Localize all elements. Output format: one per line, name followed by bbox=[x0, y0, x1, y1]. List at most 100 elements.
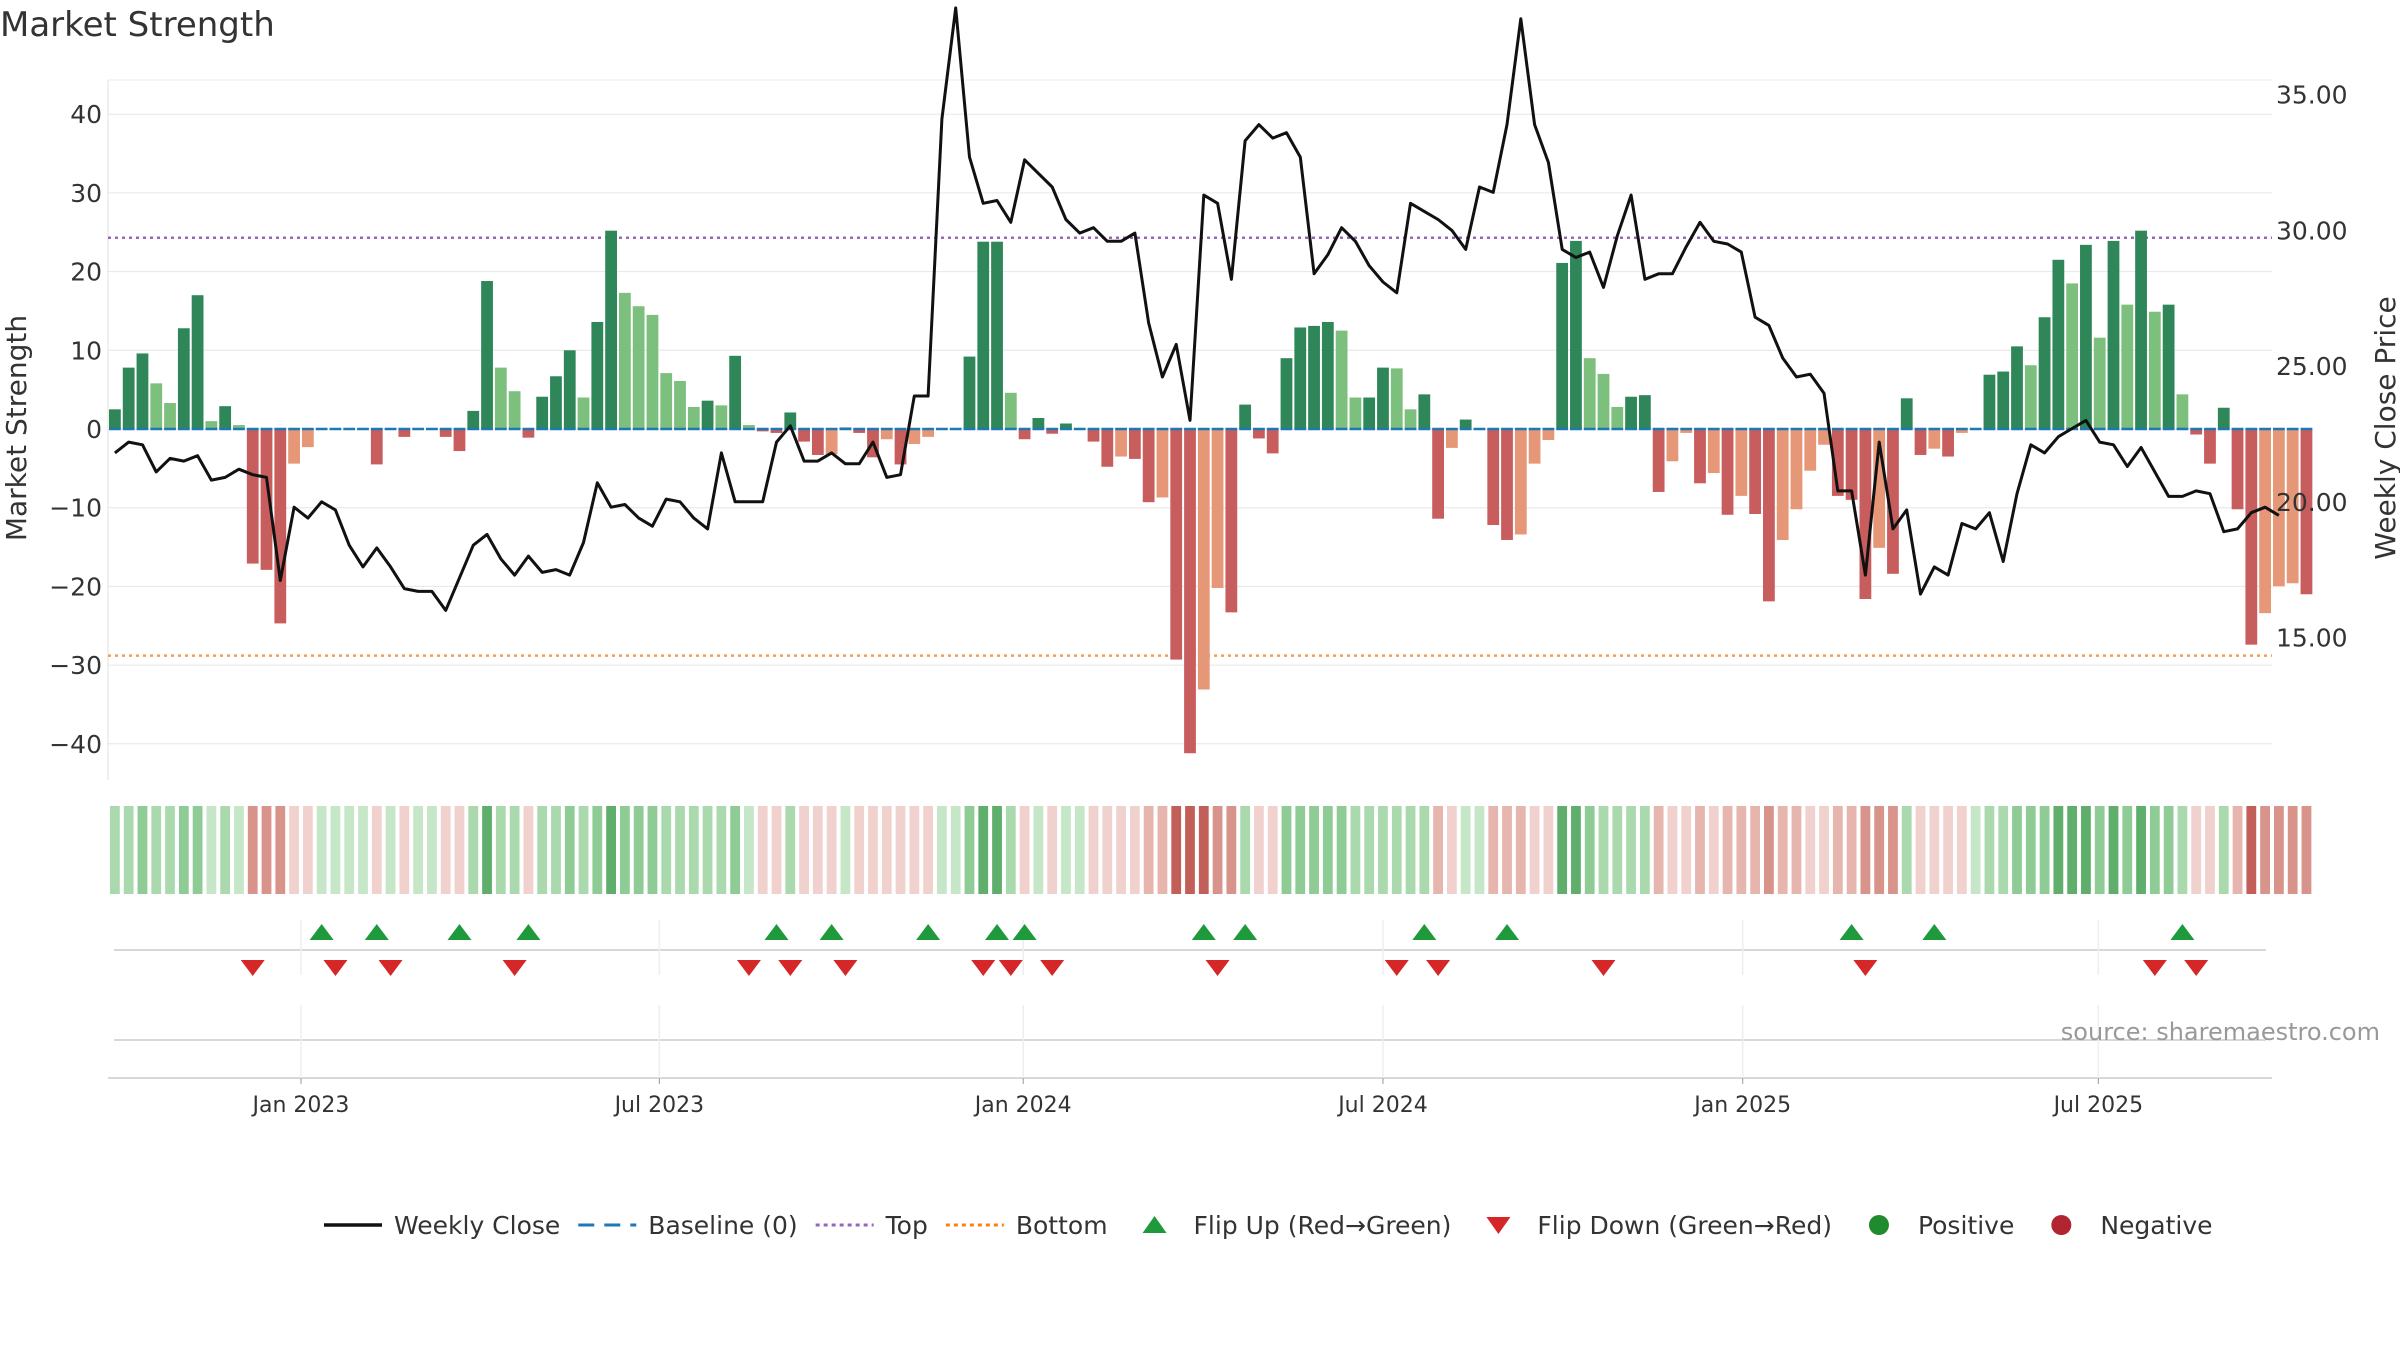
regime-cell bbox=[1832, 806, 1843, 894]
strength-bar bbox=[1184, 429, 1196, 754]
regime-cell bbox=[1598, 806, 1609, 894]
strength-bar bbox=[660, 373, 673, 429]
regime-cell bbox=[730, 806, 741, 894]
strength-bar bbox=[1445, 429, 1458, 448]
legend-item: Bottom bbox=[945, 1211, 1108, 1240]
regime-cell bbox=[2039, 806, 2050, 894]
regime-cell bbox=[1364, 806, 1375, 894]
flip-down-marker bbox=[2142, 960, 2167, 976]
x-tick-label: Jul 2023 bbox=[613, 1093, 705, 1118]
strength-bar bbox=[1321, 321, 1334, 429]
strength-bar bbox=[2121, 304, 2134, 429]
regime-cell bbox=[2177, 806, 2188, 894]
regime-cell bbox=[358, 806, 368, 894]
strength-bar bbox=[1349, 397, 1362, 429]
legend-label: Top bbox=[885, 1211, 928, 1240]
chart-title: Market Strength bbox=[0, 5, 275, 45]
regime-cell bbox=[1984, 806, 1995, 894]
strength-bar bbox=[2190, 429, 2203, 435]
strength-bar bbox=[1763, 429, 1775, 602]
strength-bar bbox=[646, 314, 659, 429]
flip-up-marker bbox=[1922, 924, 1947, 940]
flip-up-marker bbox=[916, 924, 941, 940]
regime-cell bbox=[1129, 806, 1140, 894]
strength-bar bbox=[1611, 406, 1624, 429]
flip-up-marker bbox=[1191, 924, 1216, 940]
strength-bar bbox=[398, 429, 411, 437]
regime-cell bbox=[302, 806, 313, 894]
strength-bar bbox=[715, 405, 728, 429]
left-tick-label: 40 bbox=[70, 100, 102, 129]
strength-bar bbox=[1266, 429, 1279, 454]
regime-cell bbox=[427, 806, 437, 894]
flip-up-marker bbox=[2170, 924, 2195, 940]
strength-bar bbox=[1528, 429, 1541, 464]
flip-down-marker bbox=[323, 960, 348, 976]
regime-cell bbox=[2094, 806, 2105, 894]
strength-bar bbox=[260, 429, 273, 570]
flip-down-marker bbox=[1040, 960, 1065, 976]
strength-bar bbox=[274, 429, 287, 624]
strength-bar bbox=[1211, 429, 1224, 588]
regime-cell bbox=[1433, 806, 1443, 894]
x-tick-label: Jan 2024 bbox=[973, 1093, 1072, 1118]
x-tick-label: Jan 2023 bbox=[251, 1093, 350, 1118]
flip-up-marker bbox=[819, 924, 844, 940]
legend-label: Weekly Close bbox=[394, 1211, 560, 1240]
strength-bar bbox=[233, 425, 245, 429]
strength-bar bbox=[136, 353, 149, 429]
regime-cell bbox=[247, 806, 258, 894]
strength-bar bbox=[1707, 429, 1720, 474]
left-axis-ticks: 40 30 20 10 0 −10 −20 −30 −40 bbox=[49, 100, 102, 759]
weekly-close-line bbox=[113, 6, 2280, 612]
regime-cell bbox=[1626, 806, 1636, 894]
regime-cell bbox=[1612, 806, 1623, 894]
flip-down-marker bbox=[1384, 960, 1409, 976]
regime-cell bbox=[482, 806, 492, 894]
strength-bar bbox=[1032, 417, 1045, 429]
regime-cell bbox=[1722, 806, 1733, 894]
regime-cell bbox=[2301, 806, 2312, 894]
x-tick-label: Jan 2025 bbox=[1692, 1093, 1791, 1118]
regime-cell bbox=[1819, 806, 1829, 894]
strength-bar bbox=[2052, 259, 2065, 429]
strength-bar bbox=[122, 367, 135, 429]
regime-cell bbox=[537, 806, 548, 894]
regime-cell bbox=[1226, 806, 1237, 894]
regime-cell bbox=[1571, 806, 1581, 894]
regime-cell bbox=[771, 806, 782, 894]
regime-cell bbox=[1185, 806, 1195, 894]
regime-cell bbox=[330, 806, 341, 894]
legend-label: Baseline (0) bbox=[648, 1211, 797, 1240]
regime-cell bbox=[1681, 806, 1692, 894]
strength-bar bbox=[1845, 429, 1858, 500]
regime-cell bbox=[385, 806, 396, 894]
strength-bar bbox=[1377, 367, 1389, 429]
regime-cell bbox=[1460, 806, 1471, 894]
regime-cell bbox=[2191, 806, 2202, 894]
regime-cell bbox=[1777, 806, 1788, 894]
strength-bar bbox=[1721, 429, 1734, 515]
strength-bar bbox=[743, 425, 755, 429]
strength-bar bbox=[508, 391, 521, 429]
regime-cell bbox=[110, 806, 120, 894]
strength-bar bbox=[1735, 429, 1748, 496]
strength-bar bbox=[2231, 429, 2244, 510]
strength-bar bbox=[1101, 429, 1114, 467]
flip-down-marker bbox=[833, 960, 858, 976]
strength-bar bbox=[908, 429, 921, 444]
strength-bar bbox=[1459, 419, 1472, 429]
strength-bar bbox=[1308, 325, 1320, 429]
strength-bar bbox=[1487, 429, 1500, 526]
strength-bar bbox=[467, 410, 480, 429]
strength-bar bbox=[563, 350, 576, 429]
strength-bar bbox=[1115, 429, 1127, 457]
regime-cell bbox=[2053, 806, 2064, 894]
regime-cell bbox=[564, 806, 575, 894]
regime-cell bbox=[785, 806, 796, 894]
regime-cell bbox=[2081, 806, 2091, 894]
flip-up-marker bbox=[1012, 924, 1037, 940]
regime-cell bbox=[2274, 806, 2284, 894]
strength-bar bbox=[2024, 365, 2037, 429]
regime-cell bbox=[1419, 806, 1430, 894]
